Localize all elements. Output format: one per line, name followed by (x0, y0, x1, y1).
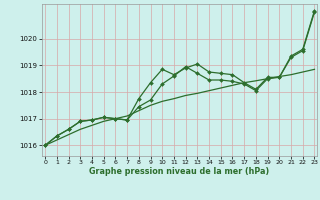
X-axis label: Graphe pression niveau de la mer (hPa): Graphe pression niveau de la mer (hPa) (89, 167, 269, 176)
